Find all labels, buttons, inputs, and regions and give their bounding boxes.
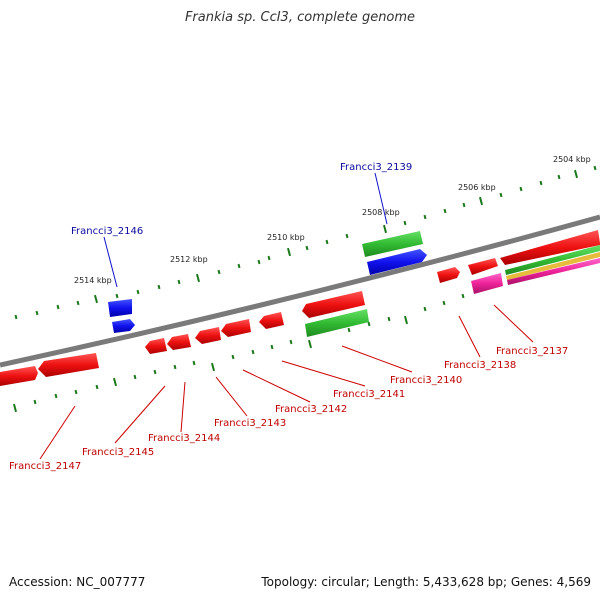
forward-strand-genes — [108, 230, 600, 333]
gene-label-francci3-2146[interactable]: Francci3_2146 — [71, 226, 143, 237]
genome-summary-text: Topology: circular; Length: 5,433,628 bp… — [261, 575, 591, 589]
gene-francci3-2147[interactable] — [0, 366, 38, 386]
map-title: Frankia sp. CcI3, complete genome — [184, 10, 416, 25]
gene-francci3-2147b[interactable] — [38, 353, 99, 377]
gene-francci3-2143[interactable] — [195, 327, 221, 344]
gene-francci3-2138[interactable] — [471, 273, 503, 294]
gene-label-francci3-2142[interactable]: Francci3_2142 — [275, 404, 347, 415]
reverse-leader-lines — [39, 304, 534, 460]
reverse-labels: Francci3_2137 Francci3_2138 Francci3_214… — [9, 346, 568, 472]
gene-francci3-2142[interactable] — [221, 319, 251, 337]
scale-label: 2508 kbp — [362, 208, 400, 217]
genome-backbone — [0, 214, 600, 368]
inner-tick-ring — [12, 293, 465, 413]
forward-leader-lines — [103, 172, 388, 288]
gene-label-francci3-2145[interactable]: Francci3_2145 — [82, 447, 154, 458]
gene-francci3-2146[interactable] — [108, 299, 132, 317]
gene-label-francci3-2140[interactable]: Francci3_2140 — [390, 375, 462, 386]
gene-francci3-2139b[interactable] — [367, 249, 427, 275]
gene-francci3-2145[interactable] — [145, 338, 167, 354]
gene-francci3-2140[interactable] — [302, 291, 365, 318]
gene-francci3-2144[interactable] — [167, 334, 191, 350]
gene-francci3-2137-stack2[interactable] — [506, 252, 600, 280]
gene-label-francci3-2138[interactable]: Francci3_2138 — [444, 360, 516, 371]
gene-francci3-2139[interactable] — [362, 231, 423, 257]
outer-tick-ring — [14, 165, 597, 320]
gene-label-francci3-2141[interactable]: Francci3_2141 — [333, 389, 405, 400]
gene-label-francci3-2143[interactable]: Francci3_2143 — [214, 418, 286, 429]
gene-francci3-2141[interactable] — [259, 312, 284, 329]
scale-label: 2512 kbp — [170, 255, 208, 264]
gene-francci3-2140-green[interactable] — [305, 309, 369, 337]
scale-label: 2514 kbp — [74, 276, 112, 285]
gene-francci3-2138c[interactable] — [468, 258, 498, 275]
gene-label-francci3-2139[interactable]: Francci3_2139 — [340, 162, 412, 173]
gene-label-francci3-2144[interactable]: Francci3_2144 — [148, 433, 220, 444]
scale-labels: 2504 kbp 2506 kbp 2508 kbp 2510 kbp 2512… — [74, 155, 591, 285]
scale-label: 2510 kbp — [267, 233, 305, 242]
forward-labels: Francci3_2139 Francci3_2146 — [71, 162, 412, 237]
scale-label: 2504 kbp — [553, 155, 591, 164]
accession-text: Accession: NC_007777 — [9, 575, 146, 589]
gene-label-francci3-2147[interactable]: Francci3_2147 — [9, 461, 81, 472]
gene-label-francci3-2137[interactable]: Francci3_2137 — [496, 346, 568, 357]
gene-francci3-2137-stack1[interactable] — [505, 245, 600, 275]
gene-francci3-2146b[interactable] — [112, 319, 135, 333]
gene-francci3-2137-stack3[interactable] — [507, 258, 600, 285]
gene-francci3-2137[interactable] — [500, 230, 600, 265]
scale-label: 2506 kbp — [458, 183, 496, 192]
reverse-strand-genes — [0, 273, 503, 386]
gene-francci3-2138b[interactable] — [437, 267, 460, 283]
